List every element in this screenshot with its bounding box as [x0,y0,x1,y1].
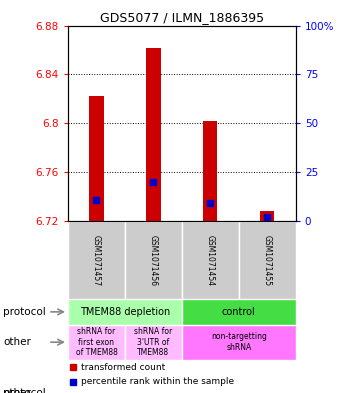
Bar [125,221,182,299]
Text: control: control [222,307,256,317]
Text: GSM1071454: GSM1071454 [206,235,215,286]
Title: GDS5077 / ILMN_1886395: GDS5077 / ILMN_1886395 [100,11,264,24]
Bar [68,221,125,299]
Text: protocol: protocol [3,388,46,393]
Text: TMEM88 depletion: TMEM88 depletion [80,307,170,317]
Bar [146,48,160,221]
Bar [182,325,296,360]
Bar [203,121,218,221]
Bar [182,221,239,299]
Text: shRNA for
first exon
of TMEM88: shRNA for first exon of TMEM88 [75,327,117,357]
Text: other: other [3,337,31,347]
Text: GSM1071456: GSM1071456 [149,235,158,286]
Bar [260,211,274,221]
Bar [68,325,125,360]
Bar [125,325,182,360]
Bar [68,299,182,325]
Text: percentile rank within the sample: percentile rank within the sample [81,377,234,386]
Bar [182,299,296,325]
Bar [89,96,104,221]
Text: GSM1071457: GSM1071457 [92,235,101,286]
Text: transformed count: transformed count [81,363,165,372]
Text: other: other [3,388,31,393]
Text: non-targetting
shRNA: non-targetting shRNA [211,332,267,352]
Text: shRNA for
3'UTR of
TMEM88: shRNA for 3'UTR of TMEM88 [134,327,172,357]
Bar [239,221,296,299]
Text: GSM1071455: GSM1071455 [263,235,272,286]
Text: protocol: protocol [3,307,46,317]
